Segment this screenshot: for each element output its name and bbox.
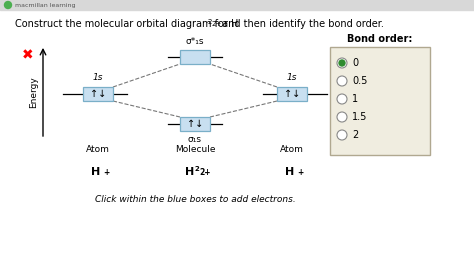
Text: 1s: 1s bbox=[93, 73, 103, 82]
Text: +: + bbox=[103, 168, 109, 177]
Bar bbox=[330, 47, 430, 155]
Text: 2+: 2+ bbox=[199, 168, 210, 177]
Circle shape bbox=[337, 94, 347, 104]
Text: ↑↓: ↑↓ bbox=[90, 89, 106, 99]
Bar bbox=[0, 0, 474, 10]
Circle shape bbox=[337, 112, 347, 122]
Circle shape bbox=[337, 76, 347, 86]
Text: 1s: 1s bbox=[287, 73, 297, 82]
Bar bbox=[277, 87, 307, 101]
Text: Atom: Atom bbox=[280, 145, 304, 154]
Text: 2: 2 bbox=[194, 166, 199, 172]
Text: σ₁s: σ₁s bbox=[188, 135, 202, 144]
Text: 2+: 2+ bbox=[212, 22, 222, 27]
Text: 1.5: 1.5 bbox=[352, 112, 367, 122]
Bar bbox=[180, 117, 210, 131]
Circle shape bbox=[337, 130, 347, 140]
Bar bbox=[180, 50, 210, 64]
Text: ↑↓: ↑↓ bbox=[284, 89, 300, 99]
Text: 0.5: 0.5 bbox=[352, 76, 367, 86]
Text: ✖: ✖ bbox=[22, 48, 34, 62]
Text: +: + bbox=[297, 168, 303, 177]
Text: Molecule: Molecule bbox=[175, 145, 215, 154]
Circle shape bbox=[339, 60, 345, 66]
Text: Energy: Energy bbox=[29, 76, 38, 108]
Text: Construct the molecular orbital diagram for H: Construct the molecular orbital diagram … bbox=[15, 19, 238, 29]
Bar bbox=[83, 87, 113, 101]
Text: ↑↓: ↑↓ bbox=[187, 119, 203, 129]
Text: σ*₁s: σ*₁s bbox=[186, 37, 204, 46]
Text: macmillan learning: macmillan learning bbox=[15, 3, 75, 7]
Text: H: H bbox=[185, 167, 195, 177]
Text: 2: 2 bbox=[208, 19, 212, 25]
Text: H: H bbox=[285, 167, 295, 177]
Text: H: H bbox=[91, 167, 100, 177]
Text: Atom: Atom bbox=[86, 145, 110, 154]
Text: and then identify the bond order.: and then identify the bond order. bbox=[219, 19, 384, 29]
Circle shape bbox=[4, 2, 11, 8]
Circle shape bbox=[337, 58, 347, 68]
Text: Bond order:: Bond order: bbox=[347, 34, 413, 44]
Text: 0: 0 bbox=[352, 58, 358, 68]
Text: 1: 1 bbox=[352, 94, 358, 104]
Text: Click within the blue boxes to add electrons.: Click within the blue boxes to add elect… bbox=[95, 195, 295, 204]
Text: 2: 2 bbox=[352, 130, 358, 140]
